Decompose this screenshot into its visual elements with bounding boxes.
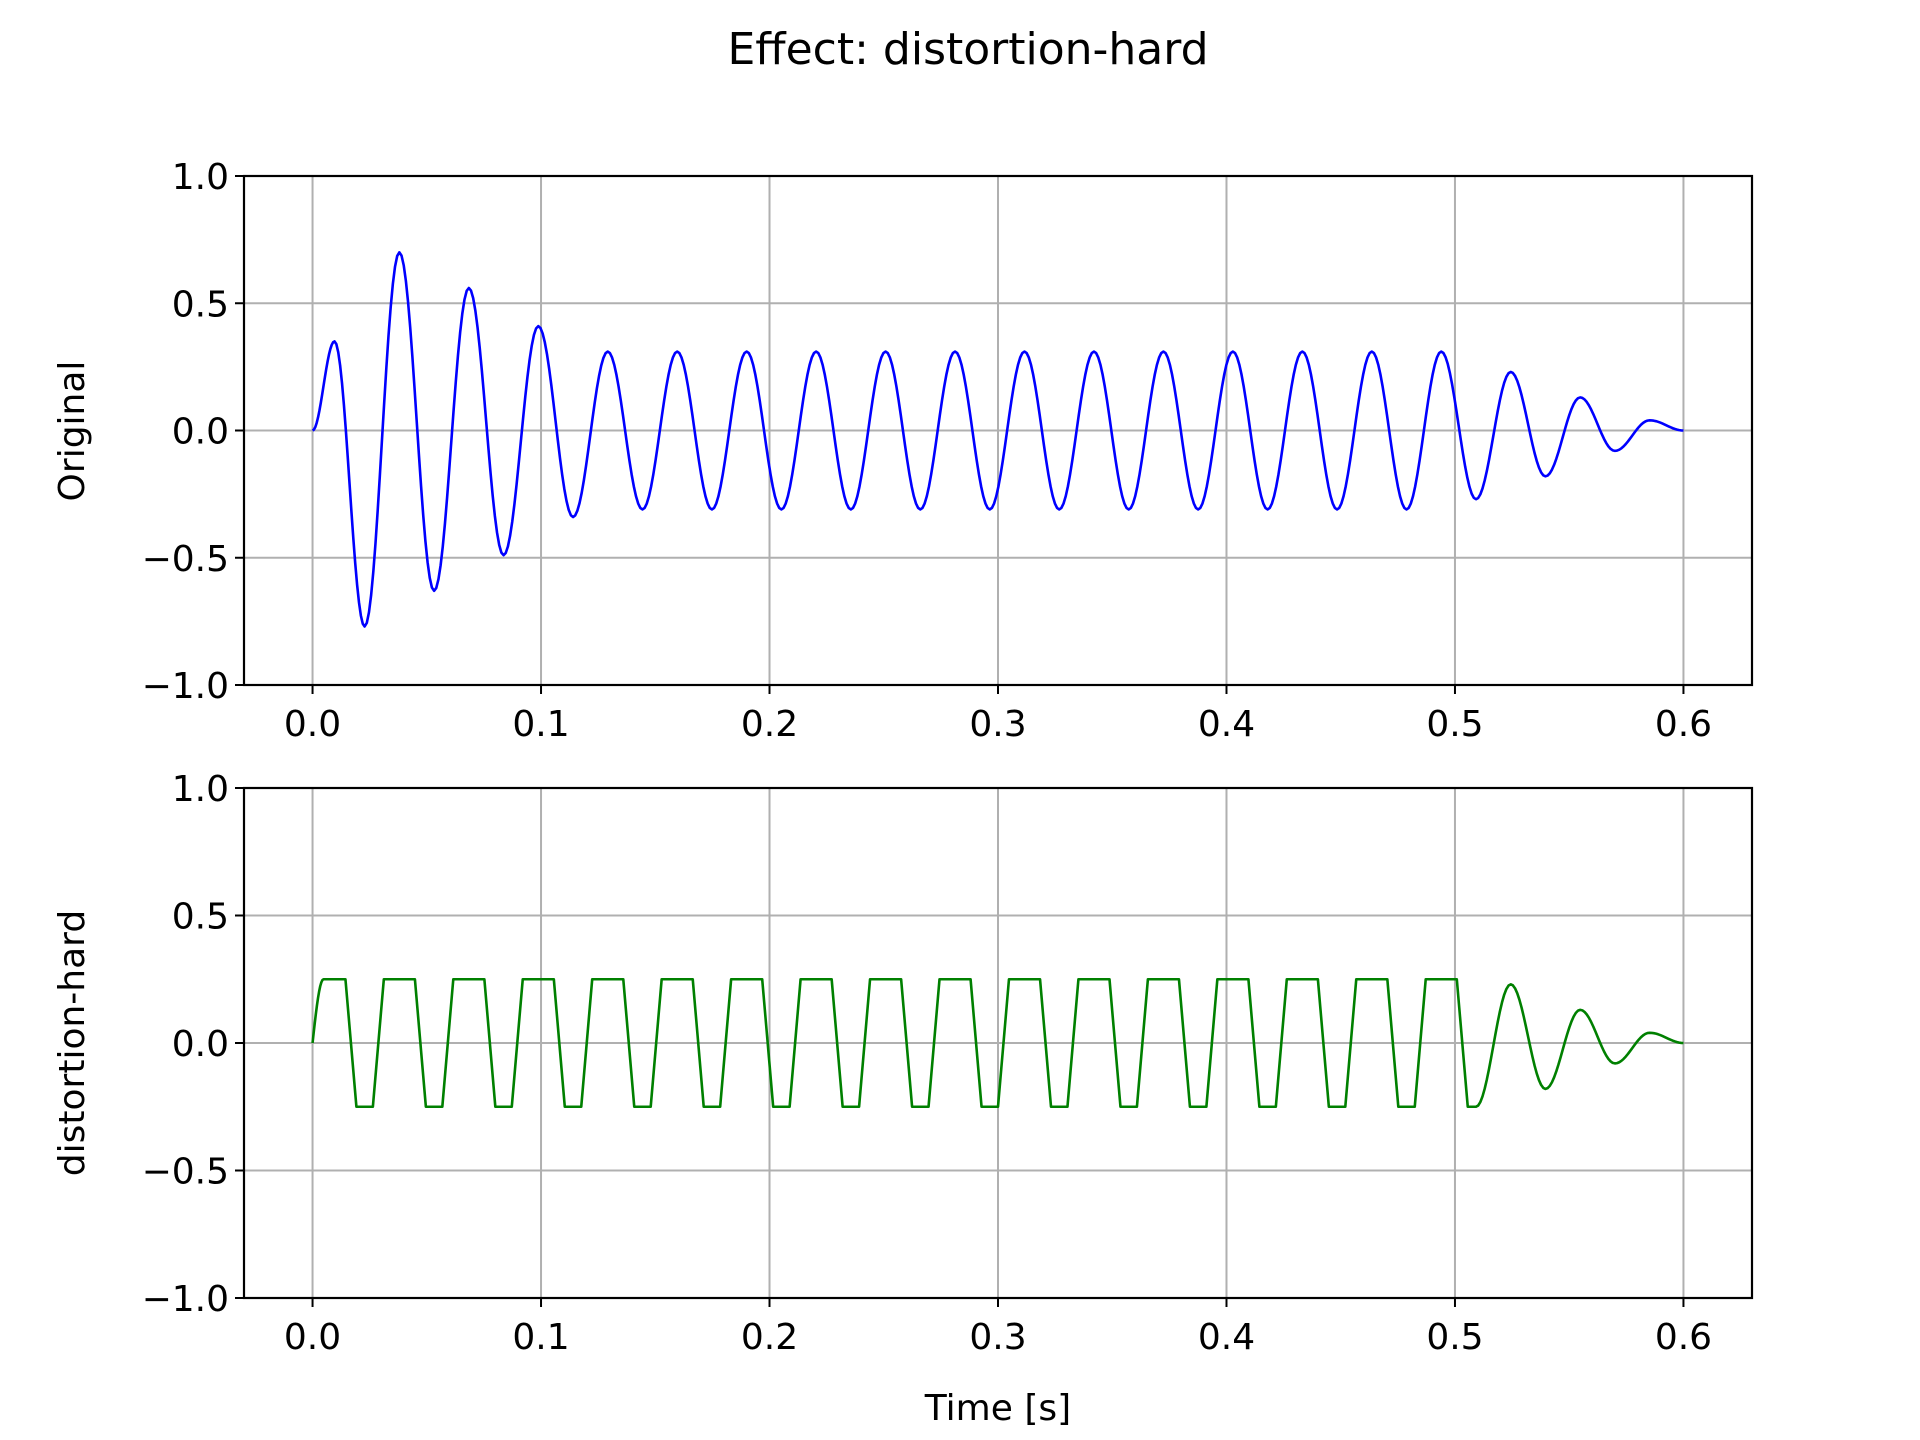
x-axis-label: Time [s] xyxy=(924,1388,1071,1429)
y-axis-label: Original xyxy=(52,361,93,502)
x-tick-label: 0.0 xyxy=(284,1317,341,1358)
x-tick-label: 0.1 xyxy=(512,1317,569,1358)
y-tick-label: 0.5 xyxy=(172,284,229,325)
y-tick-label: 1.0 xyxy=(172,157,229,198)
x-tick-label: 0.4 xyxy=(1198,1317,1255,1358)
x-tick-label: 0.6 xyxy=(1655,1317,1712,1358)
y-tick-label: 0.0 xyxy=(172,1024,229,1065)
distortion-hard-panel: 0.0 0.1 0.2 0.3 0.4 0.5 0.6 1.0 0.5 0.0 −0.5 −1.0 d… xyxy=(52,769,1754,1429)
y-tick-label: −1.0 xyxy=(142,1279,229,1320)
x-tick-label: 0.2 xyxy=(741,1317,798,1358)
original-signal-panel: 0.0 0.1 0.2 0.3 0.4 0.5 0.6 1.0 0.5 0.0 −0.5 −1.0 O… xyxy=(52,157,1754,745)
y-tick-label: 0.0 xyxy=(172,412,229,453)
ticks: 0.0 0.1 0.2 0.3 0.4 0.5 0.6 1.0 0.5 0.0 −0.5 −1.0 xyxy=(142,769,1713,1358)
y-tick-label: −0.5 xyxy=(142,1152,229,1193)
x-tick-label: 0.5 xyxy=(1426,1317,1483,1358)
x-tick-label: 0.3 xyxy=(969,1317,1026,1358)
x-tick-label: 0.1 xyxy=(512,704,569,745)
distorted-signal-line xyxy=(311,977,1684,1109)
ticks: 0.0 0.1 0.2 0.3 0.4 0.5 0.6 1.0 0.5 0.0 −0.5 −1.0 xyxy=(142,157,1713,745)
figure-title: Effect: distortion-hard xyxy=(727,24,1208,75)
trace-layer xyxy=(311,251,1684,628)
y-tick-label: 1.0 xyxy=(172,769,229,810)
grid xyxy=(244,787,1752,1299)
y-tick-label: 0.5 xyxy=(172,897,229,938)
trace-layer xyxy=(311,977,1684,1109)
y-axis-label: distortion-hard xyxy=(52,910,93,1176)
x-tick-label: 0.4 xyxy=(1198,704,1255,745)
x-tick-label: 0.3 xyxy=(969,704,1026,745)
x-tick-label: 0.6 xyxy=(1655,704,1712,745)
x-tick-label: 0.2 xyxy=(741,704,798,745)
y-tick-label: −1.0 xyxy=(142,666,229,707)
x-tick-label: 0.5 xyxy=(1426,704,1483,745)
original-signal-line xyxy=(311,251,1684,628)
y-tick-label: −0.5 xyxy=(142,539,229,580)
x-tick-label: 0.0 xyxy=(284,704,341,745)
